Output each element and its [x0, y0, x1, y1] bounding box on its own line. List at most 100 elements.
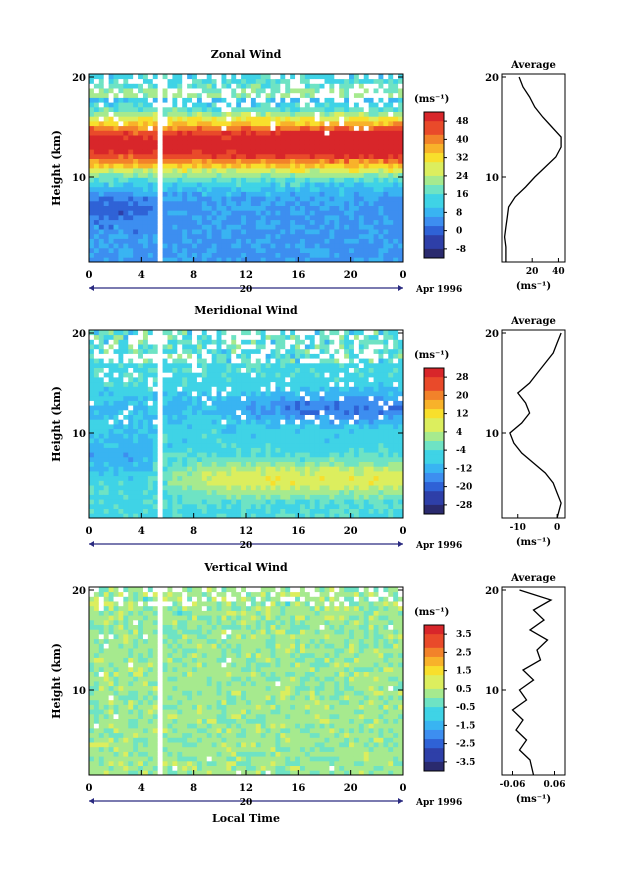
heat-cell: [358, 485, 365, 491]
heat-cell: [246, 480, 252, 486]
heat-cell: [147, 182, 154, 188]
heat-cell: [103, 139, 110, 145]
heat-cell: [280, 97, 286, 103]
heat-cell: [344, 452, 350, 458]
heat-cell: [363, 144, 370, 150]
heat-cell: [250, 334, 257, 340]
heat-cell: [309, 257, 316, 263]
heat-cell: [344, 395, 350, 401]
colorbar-swatch: [424, 121, 444, 127]
heat-cell: [393, 158, 399, 164]
heat-cell: [133, 344, 139, 350]
heat-cell: [250, 433, 257, 439]
heat-cell: [260, 433, 267, 439]
heat-cell: [157, 508, 163, 514]
heat-cell: [358, 348, 365, 354]
colorbar-swatch: [424, 148, 444, 154]
heat-cell: [108, 452, 114, 458]
heat-cell: [290, 480, 296, 486]
heat-cell: [353, 168, 360, 174]
heat-cell: [324, 257, 330, 263]
heat-cell: [344, 442, 350, 448]
heat-cell: [309, 78, 316, 84]
heat-cell: [349, 386, 355, 392]
heat-cell: [196, 494, 203, 500]
heat-cell: [368, 480, 374, 486]
heat-cell: [309, 456, 316, 462]
heat-cell: [339, 480, 345, 486]
heat-cell: [231, 205, 237, 211]
heat-cell: [172, 83, 178, 89]
heat-cell: [324, 83, 330, 89]
heat-cell: [133, 489, 139, 495]
heat-cell: [344, 377, 350, 383]
heat-cell: [123, 339, 129, 345]
heat-cell: [93, 485, 100, 491]
heat-cell: [147, 229, 154, 235]
heat-cell: [358, 428, 365, 434]
heat-cell: [383, 229, 389, 235]
heat-cell: [295, 116, 301, 122]
heat-cell: [255, 456, 262, 462]
heat-cell: [285, 391, 291, 397]
heat-cell: [147, 149, 154, 155]
heat-cell: [167, 358, 173, 364]
heat-cell: [290, 339, 296, 345]
heat-cell: [128, 391, 134, 397]
heat-cell: [295, 358, 301, 364]
heat-cell: [314, 149, 320, 155]
heat-cell: [270, 358, 276, 364]
heat-cell: [324, 414, 330, 420]
heat-cell: [260, 414, 267, 420]
heat-cell: [206, 330, 213, 336]
heat-cell: [108, 513, 114, 519]
heat-cell: [206, 339, 213, 345]
heat-cell: [270, 461, 276, 467]
heat-cell: [231, 177, 237, 183]
heat-cell: [157, 135, 163, 141]
heat-cell: [162, 456, 168, 462]
heat-cell: [324, 205, 330, 211]
heat-cell: [226, 210, 232, 216]
heat-cell: [246, 111, 252, 117]
heat-cell: [118, 508, 124, 514]
heat-cell: [250, 456, 257, 462]
heat-cell: [201, 358, 208, 364]
heat-cell: [334, 381, 340, 387]
heat-cell: [260, 456, 267, 462]
heat-cell: [162, 88, 168, 94]
heat-cell: [334, 130, 340, 136]
heat-cell: [113, 409, 119, 415]
heat-cell: [383, 182, 389, 188]
heat-cell: [103, 409, 110, 415]
heat-cell: [138, 205, 144, 211]
heat-cell: [236, 102, 242, 108]
heat-cell: [329, 168, 335, 174]
heat-cell: [196, 344, 203, 350]
heat-cell: [299, 243, 306, 249]
heat-cell: [373, 106, 379, 112]
heat-cell: [147, 438, 154, 444]
heat-cell: [98, 367, 105, 373]
heat-cell: [246, 88, 252, 94]
heat-cell: [363, 442, 370, 448]
heat-cell: [290, 419, 296, 425]
heat-cell: [177, 344, 183, 350]
heat-cell: [334, 168, 340, 174]
heat-cell: [304, 386, 311, 392]
heat-cell: [398, 149, 404, 155]
heat-cell: [211, 168, 217, 174]
heat-cell: [373, 499, 379, 505]
heat-cell: [299, 395, 306, 401]
heat-cell: [89, 353, 95, 359]
heat-cell: [231, 252, 237, 258]
heat-cell: [265, 149, 271, 155]
heat-cell: [113, 233, 119, 239]
heat-cell: [196, 485, 203, 491]
heat-cell: [182, 229, 188, 235]
colorbar-swatch: [424, 198, 444, 204]
heat-cell: [211, 83, 217, 89]
colorbar-swatch: [424, 226, 444, 232]
heat-cell: [147, 475, 154, 481]
heat-cell: [206, 372, 213, 378]
